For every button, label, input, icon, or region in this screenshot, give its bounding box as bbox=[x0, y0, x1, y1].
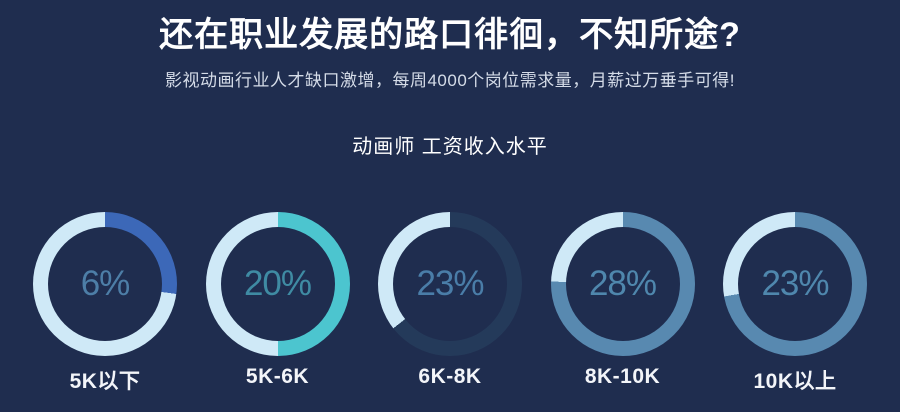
donut-label: 6K-8K bbox=[418, 365, 482, 389]
donut-cell-3: 23% 6K-8K bbox=[369, 212, 531, 395]
donut-label: 10K以上 bbox=[753, 370, 837, 394]
chart-title: 动画师 工资收入水平 bbox=[352, 136, 548, 159]
donut-value: 23% bbox=[416, 264, 484, 304]
donut-ring: 28% bbox=[550, 212, 695, 357]
donut-value: 20% bbox=[243, 264, 312, 304]
donut-ring: 20% bbox=[205, 212, 350, 357]
donut-value: 23% bbox=[761, 264, 829, 304]
donut-label: 5K以下 bbox=[69, 370, 141, 394]
donut-cell-2: 20% 5K-6K bbox=[197, 212, 359, 395]
donut-value: 6% bbox=[80, 264, 131, 304]
donut-cell-5: 23% 10K以上 bbox=[714, 212, 876, 395]
donut-ring: 23% bbox=[378, 212, 522, 357]
donut-ring: 6% bbox=[33, 212, 177, 357]
donut-cell-4: 28% 8K-10K bbox=[542, 212, 704, 395]
banner-subtitle: 影视动画行业人才缺口激增，每周4000个岗位需求量，月薪过万垂手可得! bbox=[164, 70, 736, 90]
donut-row: 6% 5K以下 20% 5K-6K 23% 6K-8K 28% 8K-10K 2… bbox=[0, 212, 900, 395]
donut-ring: 23% bbox=[723, 212, 867, 357]
donut-value: 28% bbox=[588, 264, 657, 304]
banner-title: 还在职业发展的路口徘徊，不知所途? bbox=[159, 16, 741, 54]
donut-label: 5K-6K bbox=[245, 365, 310, 389]
donut-label: 8K-10K bbox=[584, 365, 661, 389]
donut-cell-1: 6% 5K以下 bbox=[24, 212, 186, 395]
